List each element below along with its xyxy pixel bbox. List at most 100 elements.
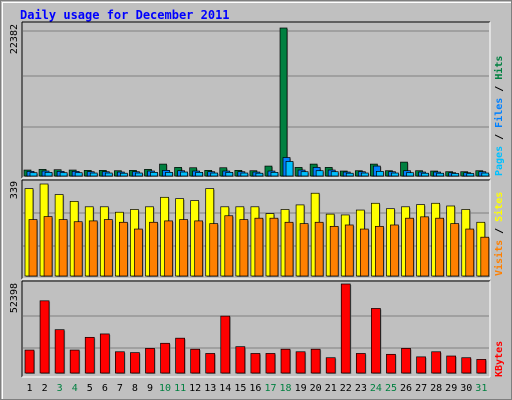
- x-axis-labels: 1 2 3 4 5 6 7 8 9 10 11 12 13 14 15 16 17 18 19 20 21 22 23 24 2…: [27, 383, 488, 394]
- bar-kbytes-day-20: [310, 348, 321, 374]
- bar-kbytes-day-16: [250, 353, 261, 374]
- bar-kbytes-day-31: [476, 359, 487, 374]
- panel-hits-bg: [21, 21, 491, 179]
- y-max-kbytes: 52398: [9, 283, 20, 313]
- x-label-day-15: 15: [234, 383, 246, 394]
- bar-kbytes-day-24: [371, 308, 381, 374]
- bar-visits-day-5: [88, 220, 98, 277]
- bar-visits-day-6: [103, 219, 113, 277]
- legend-sep-3: /: [494, 222, 505, 240]
- bar-kbytes-day-7: [115, 351, 125, 374]
- bar-kbytes-day-2: [39, 300, 50, 374]
- bar-kbytes-day-30: [461, 357, 472, 374]
- bar-pages-day-29: [451, 173, 460, 177]
- bar-kbytes-day-9: [145, 348, 155, 374]
- x-label-day-22: 22: [340, 383, 352, 394]
- bar-visits-day-25: [390, 224, 399, 277]
- x-label-day-20: 20: [310, 383, 322, 394]
- bar-visits-day-17: [269, 217, 279, 277]
- legend-kbytes: KBytes: [494, 341, 505, 377]
- x-label-day-9: 9: [147, 383, 153, 394]
- legend-sep-1: /: [494, 128, 505, 146]
- bar-pages-day-5: [89, 172, 98, 177]
- bar-visits-day-14: [224, 215, 234, 277]
- x-label-day-21: 21: [325, 383, 337, 394]
- bar-kbytes-day-29: [446, 355, 457, 374]
- bar-pages-day-24: [376, 171, 384, 177]
- x-label-day-27: 27: [415, 383, 427, 394]
- bar-visits-day-15: [239, 219, 249, 277]
- bar-pages-day-6: [104, 172, 113, 177]
- x-label-day-19: 19: [295, 383, 307, 394]
- legend-hits: Hits: [493, 56, 505, 80]
- bar-kbytes-day-10: [160, 342, 170, 374]
- bar-visits-day-10: [164, 220, 173, 277]
- bar-visits-day-19: [299, 223, 309, 277]
- x-label-day-26: 26: [400, 383, 412, 394]
- bar-hits-day-18: [279, 27, 288, 177]
- bar-kbytes-day-27: [416, 356, 426, 374]
- bar-visits-day-13: [209, 223, 219, 277]
- bar-visits-day-9: [149, 221, 158, 277]
- bar-visits-day-28: [435, 217, 444, 277]
- x-label-day-7: 7: [117, 383, 123, 394]
- bar-visits-day-24: [375, 225, 384, 277]
- bar-pages-day-1: [29, 172, 38, 177]
- chart-title: Daily usage for December 2011: [20, 8, 230, 22]
- bar-pages-day-30: [466, 173, 475, 177]
- x-label-day-24: 24: [370, 383, 382, 394]
- x-label-day-1: 1: [27, 383, 33, 394]
- x-label-day-11: 11: [174, 383, 186, 394]
- bar-kbytes-day-18: [280, 348, 291, 374]
- bar-kbytes-day-21: [325, 357, 336, 374]
- x-label-day-13: 13: [204, 383, 216, 394]
- legend-pages: Pages: [494, 146, 505, 176]
- x-label-day-14: 14: [219, 383, 231, 394]
- bar-kbytes-day-6: [99, 333, 110, 374]
- bar-visits-day-18: [284, 221, 294, 277]
- y-max-sites: 339: [9, 181, 20, 199]
- x-label-day-29: 29: [445, 383, 457, 394]
- bar-pages-day-27: [421, 172, 429, 177]
- legend-visits: Visits: [493, 240, 505, 276]
- x-label-day-17: 17: [264, 383, 276, 394]
- bar-pages-day-31: [481, 172, 490, 177]
- bar-kbytes-day-23: [355, 353, 366, 374]
- bars-layer: [23, 27, 490, 374]
- legend-files: Files: [493, 98, 505, 128]
- bar-pages-day-10: [165, 172, 173, 177]
- y-max-hits: 22382: [9, 24, 20, 54]
- bar-kbytes-day-3: [54, 329, 65, 374]
- bar-visits-day-11: [179, 219, 188, 277]
- bar-pages-day-21: [330, 171, 339, 177]
- bar-visits-day-16: [254, 217, 264, 277]
- bar-kbytes-day-22: [340, 283, 351, 374]
- bar-visits-day-26: [405, 217, 414, 277]
- bar-kbytes-day-4: [69, 349, 80, 374]
- bar-kbytes-day-28: [431, 351, 441, 374]
- bar-visits-day-22: [344, 224, 354, 277]
- bar-visits-day-8: [134, 228, 143, 277]
- x-label-day-31: 31: [475, 383, 487, 394]
- bar-pages-day-8: [135, 172, 143, 177]
- bar-visits-day-31: [480, 236, 490, 277]
- bar-pages-day-23: [360, 172, 369, 177]
- x-label-day-8: 8: [132, 383, 138, 394]
- bar-visits-day-2: [43, 216, 53, 277]
- x-label-day-25: 25: [385, 383, 397, 394]
- x-label-day-4: 4: [72, 383, 78, 394]
- bar-pages-day-2: [44, 172, 53, 177]
- bar-pages-day-13: [210, 172, 219, 177]
- bar-visits-day-23: [359, 228, 369, 277]
- bar-visits-day-12: [194, 220, 204, 277]
- x-label-day-2: 2: [42, 383, 48, 394]
- x-label-day-30: 30: [460, 383, 472, 394]
- bar-kbytes-day-8: [130, 352, 140, 374]
- bar-pages-day-17: [270, 172, 279, 177]
- bar-pages-day-4: [74, 172, 83, 177]
- x-label-day-28: 28: [430, 383, 442, 394]
- bar-visits-day-21: [329, 225, 339, 277]
- bar-visits-day-7: [119, 221, 128, 277]
- x-label-day-16: 16: [249, 383, 261, 394]
